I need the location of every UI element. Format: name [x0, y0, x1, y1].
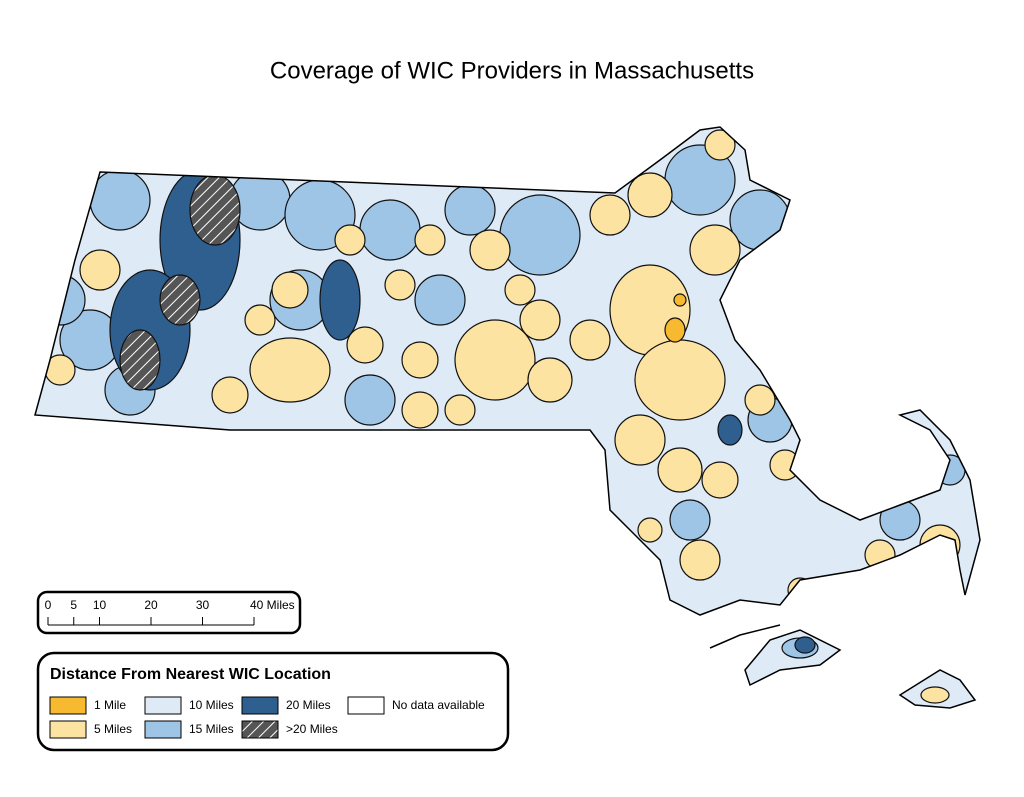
region [401, 391, 439, 429]
region [794, 636, 816, 654]
legend-label: 20 Miles [286, 698, 331, 712]
region [657, 447, 703, 493]
region [627, 172, 673, 218]
region [89, 169, 151, 231]
legend-swatch [49, 696, 87, 715]
legend-label: 10 Miles [189, 698, 234, 712]
scale-bar: 0 5 10 20 30 40 Miles [36, 590, 302, 635]
scale-label: 10 [93, 598, 107, 612]
region [79, 249, 121, 291]
region [919, 524, 961, 566]
region [159, 274, 201, 326]
legend-swatch [144, 696, 182, 715]
legend-label: 15 Miles [189, 722, 234, 736]
region [249, 337, 331, 403]
region [792, 192, 818, 218]
region [334, 224, 366, 256]
state-outline [34, 126, 981, 709]
legend-label: >20 Miles [286, 722, 338, 736]
legend: Distance From Nearest WIC Location 1 Mil… [36, 651, 510, 752]
region [669, 499, 711, 541]
legend-swatch [347, 696, 385, 715]
region [864, 539, 896, 571]
scale-label: 5 [70, 598, 77, 612]
region [211, 376, 249, 414]
region [469, 229, 511, 271]
region [359, 199, 421, 261]
region [499, 194, 581, 276]
region [920, 686, 950, 704]
region [344, 374, 396, 426]
legend-swatch [49, 720, 87, 739]
map-title: Coverage of WIC Providers in Massachuset… [270, 57, 754, 84]
region [664, 317, 686, 343]
scale-label: 30 [196, 598, 210, 612]
region [689, 224, 741, 276]
region [384, 269, 416, 301]
legend-swatch [241, 720, 279, 739]
legend-title: Distance From Nearest WIC Location [50, 666, 331, 683]
region [527, 357, 573, 403]
scale-label: 0 [45, 598, 52, 612]
region [414, 224, 446, 256]
region [704, 129, 736, 161]
scale-label: 40 Miles [250, 598, 295, 612]
region [879, 499, 921, 541]
region [614, 414, 666, 466]
region [401, 341, 439, 379]
legend-label: 5 Miles [94, 722, 132, 736]
region [589, 194, 631, 236]
region [729, 189, 791, 251]
region [319, 259, 361, 341]
region [701, 461, 739, 499]
region [444, 394, 476, 426]
region [744, 384, 776, 416]
region [189, 174, 241, 246]
region [679, 539, 721, 581]
legend-label: No data available [392, 698, 485, 712]
region [119, 329, 161, 391]
legend-swatch [144, 720, 182, 739]
region [569, 319, 611, 361]
region [244, 304, 276, 336]
region [519, 299, 561, 341]
region [444, 184, 496, 236]
legend-label: 1 Mile [94, 698, 126, 712]
region [634, 339, 726, 421]
scale-label: 20 [144, 598, 158, 612]
legend-swatch [241, 696, 279, 715]
region [637, 517, 663, 543]
region [271, 271, 309, 309]
region [673, 293, 687, 307]
region [346, 326, 384, 364]
region [717, 414, 743, 446]
region [454, 319, 536, 401]
region [504, 274, 536, 306]
region [414, 274, 466, 326]
